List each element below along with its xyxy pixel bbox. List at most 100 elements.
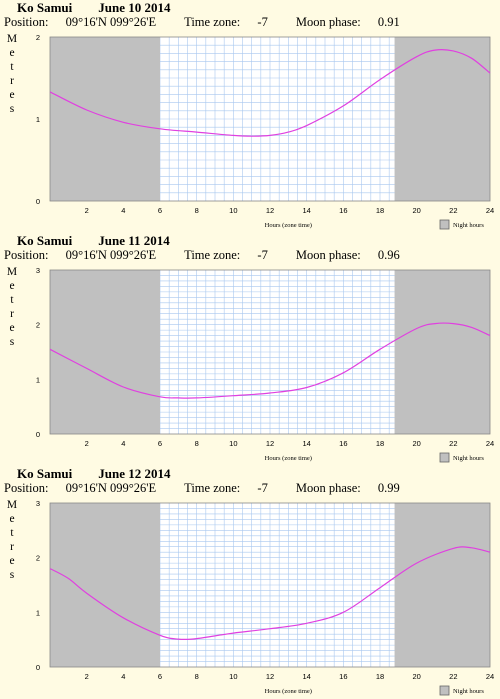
plot-frame	[49, 269, 491, 435]
y-tick-label: 0	[36, 430, 40, 439]
chart-date: June 10 2014	[98, 0, 171, 15]
y-axis-label-letter: e	[9, 280, 15, 292]
x-tick-label: 24	[486, 439, 494, 448]
x-tick-label: 18	[376, 206, 384, 215]
y-tick-label: 3	[36, 499, 40, 508]
x-tick-label: 18	[376, 672, 384, 681]
y-tick-label: 1	[36, 115, 40, 124]
legend-swatch	[439, 219, 450, 230]
y-axis-label-letter: e	[9, 89, 15, 101]
timezone-label: Time zone:	[184, 248, 241, 262]
y-tick-label: 0	[36, 197, 40, 206]
timezone-label: Time zone:	[184, 481, 241, 495]
y-axis-label-letter: t	[10, 61, 14, 73]
y-axis-label-letter: M	[6, 266, 18, 278]
x-tick-label: 22	[449, 439, 457, 448]
night-hours-band-overlay	[394, 503, 490, 667]
y-axis-label-letter: s	[9, 103, 15, 115]
tide-chart-panel: Ko Samui June 12 2014 Position: 09°16'N 0…	[0, 466, 500, 699]
timezone-info: Time zone: -7	[184, 248, 282, 262]
y-tick-label: 1	[36, 375, 40, 384]
chart-date: June 12 2014	[98, 466, 171, 481]
x-tick-label: 16	[339, 206, 347, 215]
tide-chart-panel: Ko Samui June 10 2014 Position: 09°16'N 0…	[0, 0, 500, 233]
position-info: Position: 09°16'N 099°26'E	[4, 481, 170, 495]
timezone-value: -7	[257, 481, 268, 495]
position-label: Position:	[4, 248, 49, 262]
x-tick-label: 8	[195, 206, 199, 215]
y-tick-label: 0	[36, 663, 40, 672]
x-tick-label: 2	[85, 439, 89, 448]
moon-phase-info: Moon phase: 0.91	[296, 15, 414, 29]
y-axis-label-letter: r	[10, 75, 14, 87]
moon-phase-info: Moon phase: 0.96	[296, 248, 414, 262]
moon-phase-label: Moon phase:	[295, 481, 361, 495]
y-axis-label-letter: M	[6, 33, 18, 45]
location-name: Ko Samui	[17, 466, 73, 481]
x-tick-label: 8	[195, 672, 199, 681]
y-axis-label-letter: e	[9, 322, 15, 334]
chart-title: Ko Samui June 11 2014	[17, 233, 170, 249]
y-axis-label-letter: s	[9, 336, 15, 348]
y-axis-label-letter: s	[9, 569, 15, 581]
x-tick-label: 22	[449, 672, 457, 681]
timezone-info: Time zone: -7	[184, 481, 282, 495]
x-tick-label: 6	[158, 206, 162, 215]
location-name: Ko Samui	[17, 0, 73, 15]
chart-info-line: Position: 09°16'N 099°26'E Time zone: -7 M…	[4, 15, 428, 30]
chart-info-line: Position: 09°16'N 099°26'E Time zone: -7 M…	[4, 248, 428, 263]
tide-chart-panel: Ko Samui June 11 2014 Position: 09°16'N 0…	[0, 233, 500, 466]
x-tick-label: 8	[195, 439, 199, 448]
x-axis-label: Hours (zone time)	[265, 455, 312, 462]
y-axis-label-letter: r	[10, 308, 14, 320]
x-tick-label: 20	[412, 672, 420, 681]
x-tick-label: 6	[158, 439, 162, 448]
timezone-label: Time zone:	[184, 15, 241, 29]
y-axis-label-letter: t	[10, 527, 14, 539]
legend-label: Night hours	[453, 688, 484, 695]
x-tick-label: 2	[85, 206, 89, 215]
x-tick-label: 4	[121, 206, 125, 215]
y-tick-label: 2	[36, 554, 40, 563]
chart-date: June 11 2014	[98, 233, 170, 248]
position-info: Position: 09°16'N 099°26'E	[4, 15, 170, 29]
moon-phase-label: Moon phase:	[295, 248, 361, 262]
tide-height-line	[49, 322, 491, 399]
night-hours-band-overlay	[394, 270, 490, 434]
x-tick-label: 20	[412, 439, 420, 448]
moon-phase-value: 0.99	[377, 481, 400, 495]
x-tick-label: 14	[302, 672, 310, 681]
x-tick-label: 12	[266, 206, 274, 215]
x-tick-label: 14	[302, 439, 310, 448]
night-hours-band-overlay	[394, 37, 490, 201]
y-tick-label: 2	[36, 33, 40, 42]
night-hours-band-overlay	[50, 503, 160, 667]
legend-label: Night hours	[453, 455, 484, 462]
x-tick-label: 4	[121, 439, 125, 448]
x-tick-label: 10	[229, 206, 237, 215]
position-value: 09°16'N 099°26'E	[65, 481, 157, 495]
legend-label: Night hours	[453, 222, 484, 229]
night-hours-band-overlay	[50, 270, 160, 434]
y-axis-label-letter: e	[9, 555, 15, 567]
x-tick-label: 14	[302, 206, 310, 215]
y-axis-label-letter: M	[6, 499, 18, 511]
legend-swatch	[439, 452, 450, 463]
tide-height-line	[49, 49, 491, 137]
x-tick-label: 12	[266, 439, 274, 448]
position-info: Position: 09°16'N 099°26'E	[4, 248, 170, 262]
position-value: 09°16'N 099°26'E	[65, 15, 157, 29]
y-tick-label: 3	[36, 266, 40, 275]
x-tick-label: 4	[121, 672, 125, 681]
x-axis-label: Hours (zone time)	[265, 222, 312, 229]
chart-info-line: Position: 09°16'N 099°26'E Time zone: -7 M…	[4, 481, 428, 496]
y-axis-label-letter: t	[10, 294, 14, 306]
x-tick-label: 2	[85, 672, 89, 681]
y-axis-label-letter: e	[9, 47, 15, 59]
x-tick-label: 18	[376, 439, 384, 448]
night-hours-band-overlay	[50, 37, 160, 201]
